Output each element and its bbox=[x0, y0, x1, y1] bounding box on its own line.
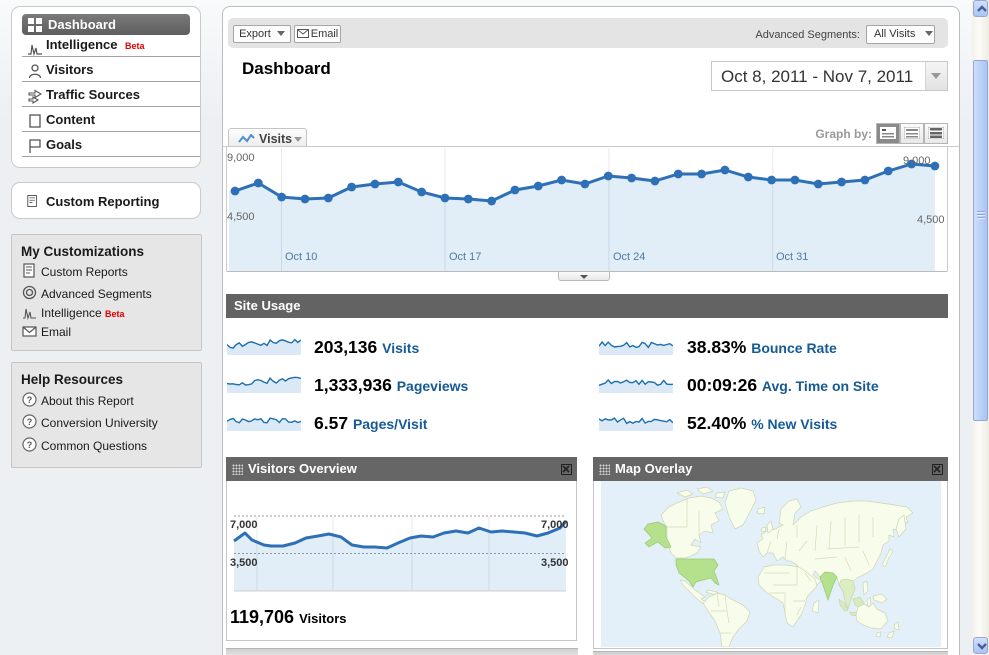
svg-text:?: ? bbox=[27, 417, 33, 427]
svg-text:?: ? bbox=[27, 395, 33, 405]
svg-text:?: ? bbox=[27, 440, 33, 450]
